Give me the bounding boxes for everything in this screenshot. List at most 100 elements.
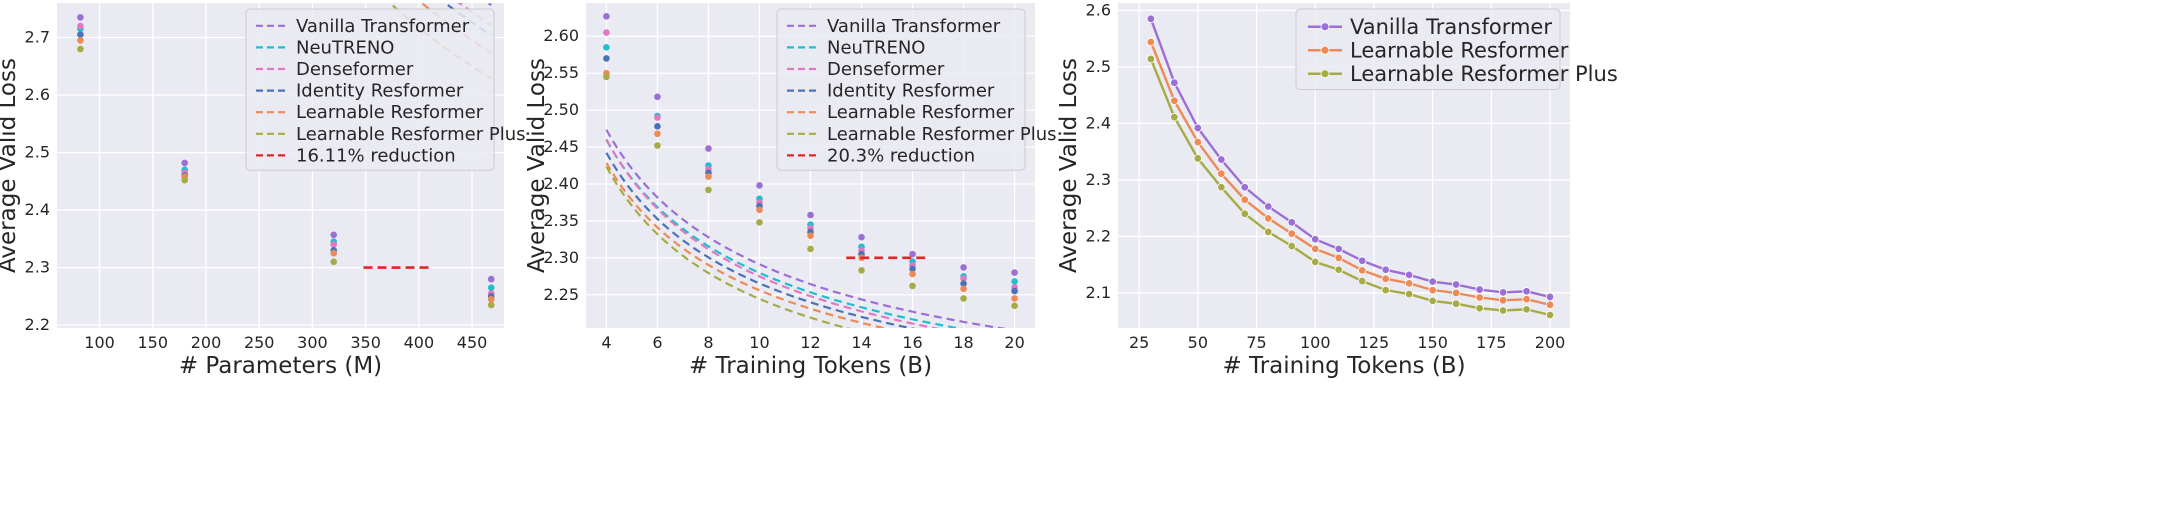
panel-tokens-chart: 4 6 8 10 12 14 16 18 20 2.25 2.30 2.35 2.40 2.45 2.50 2…: [524, 3, 1057, 379]
data-point: [858, 267, 865, 274]
legend-item-16-11-reduction: 16.11% reduction: [256, 145, 456, 166]
x-tick-label: 300: [297, 333, 328, 352]
data-point: [330, 241, 338, 248]
x-tick-label: 8: [703, 333, 713, 352]
legend-label: Learnable Resformer Plus: [1350, 62, 1618, 86]
data-point: [960, 264, 967, 271]
data-point: [1357, 256, 1367, 265]
data-point: [603, 29, 610, 36]
legend-item-denseformer: Denseformer: [787, 59, 945, 80]
data-point: [909, 282, 916, 290]
legend-label: Denseformer: [827, 59, 945, 80]
y-tick-label: 2.1: [1086, 283, 1111, 302]
x-axis-label: # Training Tokens (B): [689, 353, 932, 379]
data-point: [1287, 229, 1296, 238]
data-point: [1381, 265, 1390, 274]
data-point: [1498, 306, 1508, 315]
x-tick-label: 200: [191, 333, 222, 352]
data-point: [603, 44, 610, 51]
series-learnable-resformer: [1146, 37, 1555, 310]
fit-line: [420, 3, 492, 54]
legend-label: Learnable Resformer Plus: [296, 124, 526, 145]
fit-line: [605, 166, 851, 328]
fit-line: [605, 152, 916, 328]
data-point: [1451, 288, 1461, 298]
data-point: [1451, 299, 1461, 308]
data-point: [1498, 296, 1508, 305]
data-point: [1545, 310, 1555, 320]
x-tick-label: 20: [1004, 333, 1024, 352]
x-tick-label: 25: [1129, 333, 1149, 352]
legend-item-neutreno: NeuTRENO: [787, 37, 925, 58]
data-point: [330, 249, 338, 257]
x-axis-label: # Parameters (M): [179, 353, 382, 379]
y-tick-label: 2.30: [543, 248, 579, 267]
fit-line: [605, 162, 889, 328]
legend-item-identity-resformer: Identity Resformer: [787, 81, 995, 102]
x-axis-label: # Training Tokens (B): [1222, 353, 1465, 379]
data-point: [654, 123, 661, 130]
data-point: [1498, 288, 1508, 297]
legend-label: Learnable Resformer: [827, 102, 1015, 123]
legend-item-learnable-resformer-plus: Learnable Resformer Plus: [1308, 62, 1618, 86]
y-tick-label: 2.55: [543, 63, 579, 82]
series-learnable-resformer-plus: [1146, 54, 1555, 320]
data-point: [1193, 137, 1203, 147]
x-tick-label: 10: [749, 333, 769, 352]
x-tick-label: 150: [1417, 333, 1448, 352]
data-point: [1011, 278, 1018, 285]
series-vanilla-transformer: [77, 3, 495, 283]
data-point: [960, 285, 967, 293]
fit-line: [605, 138, 940, 328]
data-point: [1240, 183, 1249, 192]
y-tick-label: 2.2: [1086, 226, 1111, 245]
y-axis-label: Average Valid Loss: [0, 58, 21, 273]
data-point: [1217, 183, 1226, 192]
x-tick-label: 14: [851, 333, 871, 352]
y-tick-label: 2.6: [1086, 0, 1111, 19]
legend-item-learnable-resformer: Learnable Resformer: [787, 102, 1015, 123]
data-point: [1146, 37, 1156, 47]
data-point: [1170, 78, 1179, 87]
x-tick-label: 16: [902, 333, 922, 352]
x-tick-label: 150: [138, 333, 169, 352]
x-tick-label: 12: [800, 333, 820, 352]
legend-label: Learnable Resformer: [296, 102, 484, 123]
x-tick-label: 125: [1359, 333, 1390, 352]
data-point: [1146, 54, 1156, 64]
legend-label: Vanilla Transformer: [296, 16, 470, 37]
y-tick-label: 2.45: [543, 137, 579, 156]
data-point: [705, 145, 712, 152]
data-point: [1264, 214, 1273, 223]
data-point: [756, 206, 763, 214]
legend-box: [245, 8, 495, 171]
data-point: [1381, 274, 1390, 284]
data-point: [1287, 218, 1296, 227]
data-point: [756, 219, 763, 226]
data-point: [1334, 253, 1343, 263]
data-point: [1475, 285, 1484, 294]
x-tick-label: 100: [84, 333, 115, 352]
x-tick-label: 200: [1535, 333, 1566, 352]
data-point: [1334, 265, 1343, 274]
legend-item-denseformer: Denseformer: [256, 59, 414, 80]
data-point: [77, 37, 84, 44]
data-point: [487, 295, 495, 303]
data-point: [1428, 296, 1437, 306]
data-point: [1240, 209, 1249, 219]
x-tick-label: 400: [404, 333, 435, 352]
data-point: [756, 182, 763, 189]
data-point: [1264, 227, 1273, 237]
y-axis-label: Average Valid Loss: [1056, 58, 1082, 273]
data-point: [960, 275, 967, 282]
y-tick-label: 2.35: [543, 211, 579, 230]
data-point: [654, 93, 661, 101]
data-point: [960, 295, 967, 302]
legend-label: Learnable Resformer: [1350, 38, 1569, 62]
legend: Vanilla TransformerNeuTRENODenseformerId…: [776, 8, 1057, 171]
y-axis-label: Average Valid Loss: [524, 58, 550, 273]
legend-item-identity-resformer: Identity Resformer: [256, 81, 464, 102]
legend-label: Learnable Resformer Plus: [827, 124, 1057, 145]
data-point: [909, 250, 916, 258]
data-point: [909, 265, 916, 273]
